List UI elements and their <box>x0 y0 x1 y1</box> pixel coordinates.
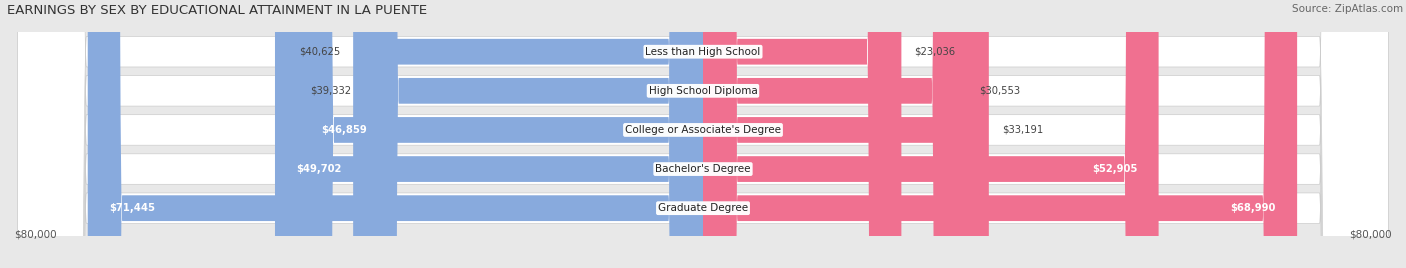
Text: College or Associate's Degree: College or Associate's Degree <box>626 125 780 135</box>
Text: High School Diploma: High School Diploma <box>648 86 758 96</box>
Text: $30,553: $30,553 <box>979 86 1021 96</box>
FancyBboxPatch shape <box>299 0 703 268</box>
Text: $80,000: $80,000 <box>14 230 56 240</box>
Text: $49,702: $49,702 <box>297 164 342 174</box>
FancyBboxPatch shape <box>703 0 1298 268</box>
Text: $68,990: $68,990 <box>1230 203 1275 213</box>
Text: Graduate Degree: Graduate Degree <box>658 203 748 213</box>
FancyBboxPatch shape <box>17 0 1389 268</box>
FancyBboxPatch shape <box>17 0 1389 268</box>
FancyBboxPatch shape <box>276 0 703 268</box>
FancyBboxPatch shape <box>17 0 1389 268</box>
Text: $39,332: $39,332 <box>311 86 352 96</box>
Text: Bachelor's Degree: Bachelor's Degree <box>655 164 751 174</box>
Text: Source: ZipAtlas.com: Source: ZipAtlas.com <box>1292 4 1403 14</box>
Text: Less than High School: Less than High School <box>645 47 761 57</box>
FancyBboxPatch shape <box>703 0 966 268</box>
FancyBboxPatch shape <box>703 0 901 268</box>
FancyBboxPatch shape <box>87 0 703 268</box>
FancyBboxPatch shape <box>703 0 988 268</box>
Text: $52,905: $52,905 <box>1091 164 1137 174</box>
Text: $33,191: $33,191 <box>1001 125 1043 135</box>
Text: $46,859: $46,859 <box>321 125 367 135</box>
FancyBboxPatch shape <box>353 0 703 268</box>
Text: $23,036: $23,036 <box>914 47 956 57</box>
FancyBboxPatch shape <box>703 0 1159 268</box>
FancyBboxPatch shape <box>17 0 1389 268</box>
Text: $80,000: $80,000 <box>1350 230 1392 240</box>
Text: EARNINGS BY SEX BY EDUCATIONAL ATTAINMENT IN LA PUENTE: EARNINGS BY SEX BY EDUCATIONAL ATTAINMEN… <box>7 4 427 17</box>
FancyBboxPatch shape <box>17 0 1389 268</box>
FancyBboxPatch shape <box>364 0 703 268</box>
Text: $71,445: $71,445 <box>110 203 155 213</box>
Text: $40,625: $40,625 <box>299 47 340 57</box>
